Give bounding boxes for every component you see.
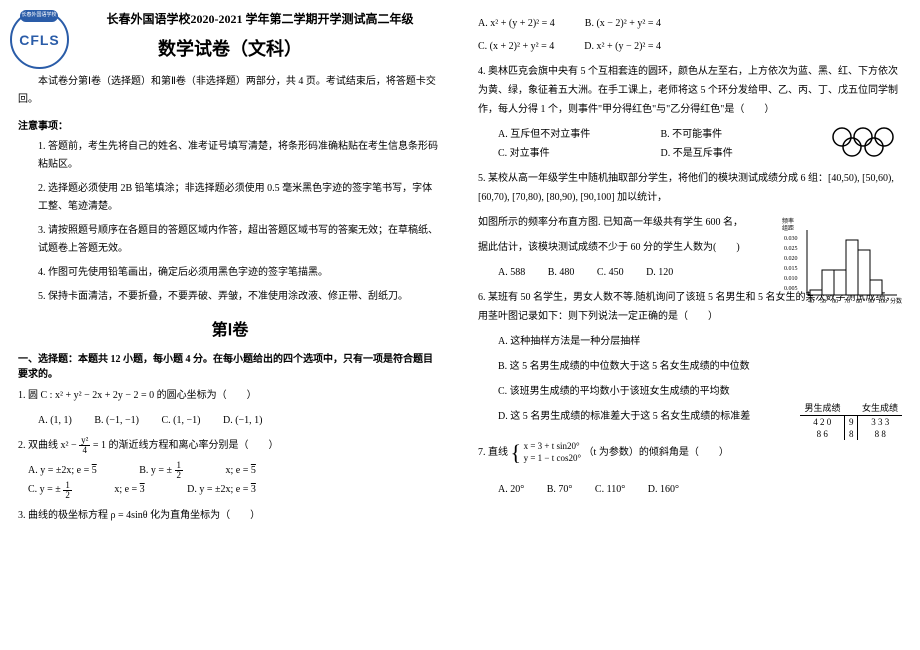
svg-text:0.030: 0.030 bbox=[784, 236, 798, 242]
q3-options-row1: A. x² + (y + 2)² = 4 B. (x − 2)² + y² = … bbox=[478, 14, 902, 33]
q6-opt-c: C. 该班男生成绩的平均数小于该班女生成绩的平均数 bbox=[498, 382, 798, 401]
svg-text:80: 80 bbox=[856, 299, 862, 305]
q6-opt-d: D. 这 5 名男生成绩的标准差大于这 5 名女生成绩的标准差 bbox=[498, 407, 798, 426]
header-line: 长春外国语学校2020-2021 学年第二学期开学测试高二年级 bbox=[78, 10, 442, 27]
notice-1: 1. 答题前，考生先将自己的姓名、准考证号填写清楚，将条形码准确粘贴在考生信息条… bbox=[38, 138, 442, 174]
question-1: 1. 圆 C : x² + y² − 2x + 2y − 2 = 0 的圆心坐标… bbox=[18, 386, 442, 405]
right-column: A. x² + (y + 2)² = 4 B. (x − 2)² + y² = … bbox=[460, 0, 920, 650]
intro-text: 本试卷分第Ⅰ卷（选择题）和第Ⅱ卷（非选择题）两部分，共 4 页。考试结束后，将答… bbox=[18, 73, 442, 109]
svg-text:60: 60 bbox=[832, 299, 838, 305]
stem-leaf-plot: 男生成绩女生成绩 4 2 093 3 3 8 688 8 bbox=[800, 400, 902, 440]
question-5: 5. 某校从高一年级学生中随机抽取部分学生，将他们的模块测试成绩分成 6 组：[… bbox=[478, 169, 902, 207]
notice-2: 2. 选择题必须使用 2B 铅笔填涂；非选择题必须使用 0.5 毫米黑色字迹的签… bbox=[38, 180, 442, 216]
q6-opt-b: B. 这 5 名男生成绩的中位数大于这 5 名女生成绩的中位数 bbox=[498, 357, 798, 376]
q6-opt-a: A. 这种抽样方法是一种分层抽样 bbox=[498, 332, 798, 351]
svg-text:分数: 分数 bbox=[890, 297, 902, 305]
section-1-head: 第Ⅰ卷 bbox=[18, 316, 442, 340]
question-2: 2. 双曲线 x² − y²4 = 1 的渐近线方程和离心率分别是（ ） bbox=[18, 436, 442, 455]
question-4: 4. 奥林匹克会旗中央有 5 个互相套连的圆环，颜色从左至右，上方依次为蓝、黑、… bbox=[478, 62, 902, 119]
svg-text:0.020: 0.020 bbox=[784, 256, 798, 262]
paper-title: 数学试卷（文科） bbox=[18, 35, 442, 61]
q7-options: A. 20° B. 70° C. 110° D. 160° bbox=[498, 480, 902, 499]
svg-text:40: 40 bbox=[808, 299, 814, 305]
left-column: 长春外国语学校 CFLS 长春外国语学校2020-2021 学年第二学期开学测试… bbox=[0, 0, 460, 650]
part1-head: 一、选择题：本题共 12 小题，每小题 4 分。在每小题给出的四个选项中，只有一… bbox=[18, 350, 442, 380]
q3-options-row2: C. (x + 2)² + y² = 4 D. x² + (y − 2)² = … bbox=[478, 37, 902, 56]
notice-4: 4. 作图可先使用铅笔画出，确定后必须用黑色字迹的签字笔描黑。 bbox=[38, 264, 442, 282]
q2-options: A. y = ±2x; e = 5 B. y = ± 12 x; e = 5 C… bbox=[28, 461, 442, 499]
svg-text:0.015: 0.015 bbox=[784, 266, 798, 272]
logo-top-text: 长春外国语学校 bbox=[20, 10, 58, 22]
svg-text:0.005: 0.005 bbox=[784, 286, 798, 292]
svg-text:100: 100 bbox=[878, 299, 887, 305]
histogram-chart: 频率 组距 0.005 0.010 0.015 0.020 0.025 0.03… bbox=[782, 215, 902, 310]
logo-abbr: CFLS bbox=[19, 32, 60, 48]
svg-text:组距: 组距 bbox=[782, 224, 794, 232]
notice-5: 5. 保持卡面清洁，不要折叠，不要弄破、弄皱，不准使用涂改液、修正带、刮纸刀。 bbox=[38, 288, 442, 306]
notice-head: 注意事项： bbox=[18, 117, 442, 132]
svg-text:0.025: 0.025 bbox=[784, 246, 798, 252]
svg-text:50: 50 bbox=[820, 299, 826, 305]
q5-line3: 据此估计，该模块测试成绩不少于 60 分的学生人数为( ) bbox=[478, 238, 778, 257]
q1-options: A. (1, 1) B. (−1, −1) C. (1, −1) D. (−1,… bbox=[38, 411, 442, 430]
school-logo: 长春外国语学校 CFLS bbox=[10, 10, 65, 65]
svg-text:0.010: 0.010 bbox=[784, 276, 798, 282]
q4-options: A. 互斥但不对立事件 B. 不可能事件 C. 对立事件 D. 不是互斥事件 bbox=[498, 125, 798, 163]
svg-text:70: 70 bbox=[844, 299, 850, 305]
olympic-rings-icon bbox=[830, 125, 900, 160]
svg-text:90: 90 bbox=[868, 299, 874, 305]
notice-3: 3. 请按照题号顺序在各题目的答题区域内作答，超出答题区域书写的答案无效；在草稿… bbox=[38, 222, 442, 258]
svg-text:频率: 频率 bbox=[782, 217, 794, 225]
question-3: 3. 曲线的极坐标方程 ρ = 4sinθ 化为直角坐标为（ ） bbox=[18, 506, 442, 525]
q5-line2: 如图所示的频率分布直方图. 已知高一年级共有学生 600 名， bbox=[478, 213, 778, 232]
